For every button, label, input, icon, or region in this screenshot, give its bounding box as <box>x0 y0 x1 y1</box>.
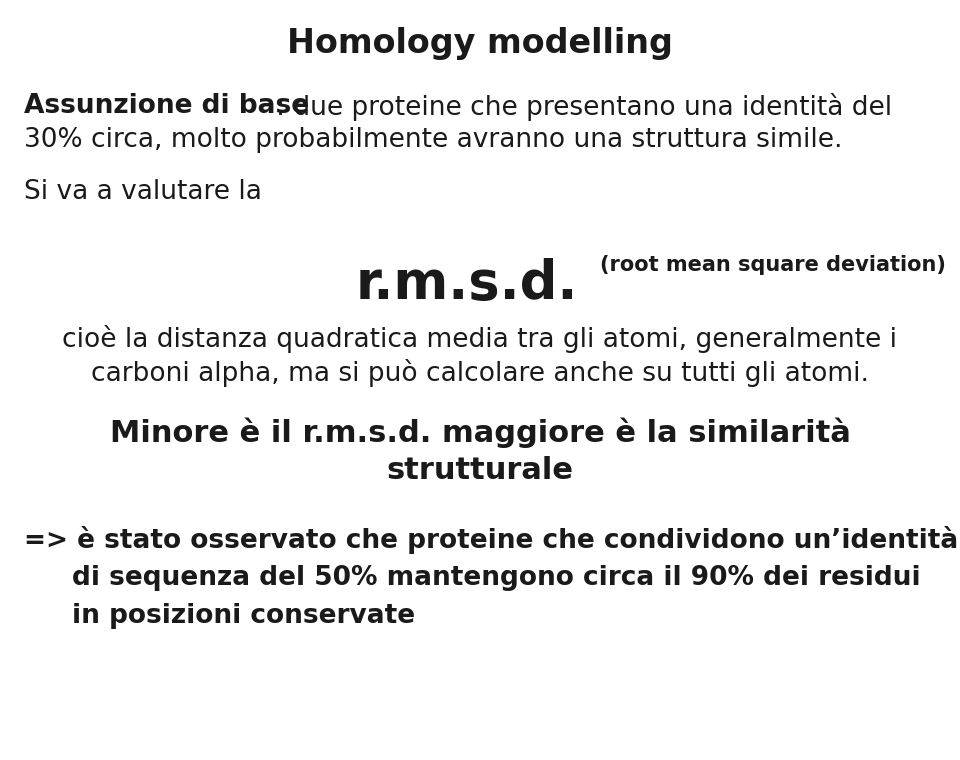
Text: Assunzione di base: Assunzione di base <box>24 93 309 119</box>
Text: di sequenza del 50% mantengono circa il 90% dei residui: di sequenza del 50% mantengono circa il … <box>72 565 921 591</box>
Text: strutturale: strutturale <box>387 456 573 485</box>
Text: Homology modelling: Homology modelling <box>287 27 673 59</box>
Text: : due proteine che presentano una identità del: : due proteine che presentano una identi… <box>276 93 892 121</box>
Text: Minore è il r.m.s.d. maggiore è la similarità: Minore è il r.m.s.d. maggiore è la simil… <box>109 418 851 448</box>
Text: Si va a valutare la: Si va a valutare la <box>24 179 262 204</box>
Text: => è stato osservato che proteine che condividono un’identità: => è stato osservato che proteine che co… <box>24 526 958 554</box>
Text: 30% circa, molto probabilmente avranno una struttura simile.: 30% circa, molto probabilmente avranno u… <box>24 127 843 153</box>
Text: carboni alpha, ma si può calcolare anche su tutti gli atomi.: carboni alpha, ma si può calcolare anche… <box>91 359 869 387</box>
Text: (root mean square deviation): (root mean square deviation) <box>600 255 946 274</box>
Text: r.m.s.d.: r.m.s.d. <box>355 258 578 310</box>
Text: cioè la distanza quadratica media tra gli atomi, generalmente i: cioè la distanza quadratica media tra gl… <box>62 325 898 353</box>
Text: in posizioni conservate: in posizioni conservate <box>72 603 415 629</box>
